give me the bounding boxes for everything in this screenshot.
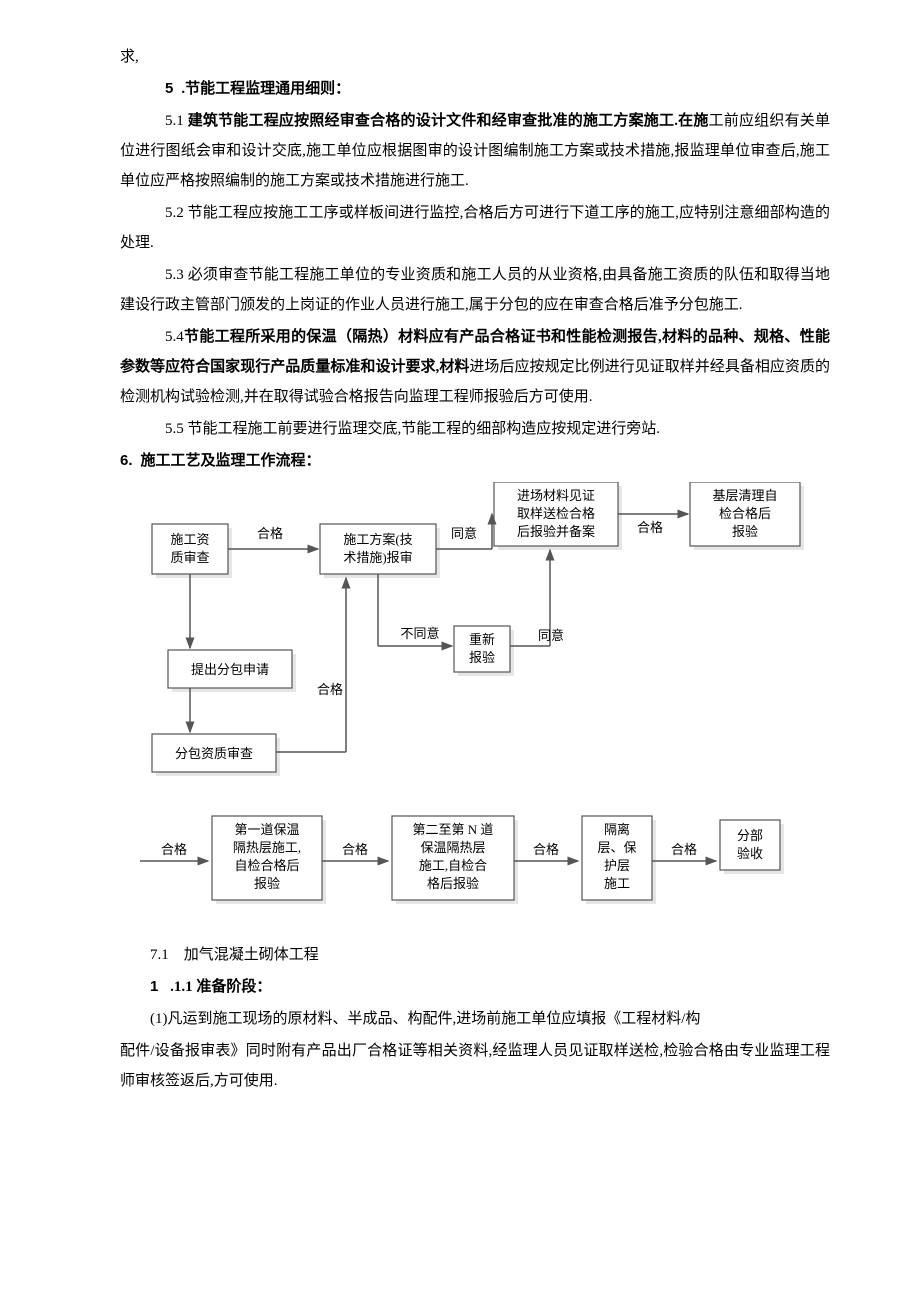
flow2-n1-l1: 第一道保温 xyxy=(234,822,299,837)
flow2-e34: 合格 xyxy=(671,842,697,857)
para-7-1-1-1b: 配件/设备报审表》同时附有产品出厂合格证等相关资料,经监理人员见证取样送检,检验… xyxy=(120,1036,830,1096)
flow1-n1-l2: 质审查 xyxy=(170,550,209,565)
flow1-n3-l1: 进场材料见证 xyxy=(517,488,595,503)
title-711: .1.1 准备阶段： xyxy=(166,979,271,995)
flow1-n4-l1: 基层清理自 xyxy=(712,488,777,503)
flow2-e01: 合格 xyxy=(161,842,187,857)
flow1-n3-l3: 后报验并备案 xyxy=(517,524,595,539)
num-6: 6. xyxy=(120,452,133,469)
flow1-e34: 合格 xyxy=(637,520,663,535)
flow1-n2-l1: 施工方案(技 xyxy=(343,532,412,547)
flow2-e12: 合格 xyxy=(342,842,368,857)
flow2-e23: 合格 xyxy=(533,842,559,857)
flow1-e72: 合格 xyxy=(317,682,343,697)
flowchart-1: 进场材料见证 取样送检合格 后报验并备案 基层清理自 检合格后 报验 施工资 质… xyxy=(120,482,830,792)
flow1-e12: 合格 xyxy=(257,526,283,541)
title-6: 施工工艺及监理工作流程： xyxy=(141,453,321,469)
para-5-2: 5.2 节能工程应按施工工序或样板间进行监控,合格后方可进行下道工序的施工,应特… xyxy=(120,198,830,258)
title-5: .节能工程监理通用细则： xyxy=(181,81,350,97)
num-711: 1 xyxy=(150,978,158,995)
flow1-n2-l2: 术措施)报审 xyxy=(343,550,412,565)
flow2-n3-l3: 护层 xyxy=(604,858,630,873)
flow2-n4-l2: 验收 xyxy=(737,846,763,861)
flow2-n3-l2: 层、保 xyxy=(597,840,636,855)
flow1-n6-l1: 重新 xyxy=(469,632,495,647)
flow2-n3-l1: 隔离 xyxy=(604,822,630,837)
flow2-n1-l3: 自检合格后 xyxy=(234,858,299,873)
flow1-n3-l2: 取样送检合格 xyxy=(517,506,595,521)
flow1-n5: 提出分包申请 xyxy=(191,662,269,677)
para-qiu: 求, xyxy=(120,42,830,72)
flow1-e23: 同意 xyxy=(451,526,477,541)
flowchart-2: 合格 第一道保温 隔热层施工, 自检合格后 报验 合格 第二至第 N 道 保温隔… xyxy=(120,806,830,926)
flow1-n6-l2: 报验 xyxy=(469,650,495,665)
heading-7-1-1: 1 .1.1 准备阶段： xyxy=(120,972,830,1002)
para-5-3: 5.3 必须审查节能工程施工单位的专业资质和施工人员的从业资格,由具备施工资质的… xyxy=(120,260,830,320)
heading-5: 5 .节能工程监理通用细则： xyxy=(120,74,830,104)
flow2-n1-l4: 报验 xyxy=(254,876,280,891)
p51-bold: 建筑节能工程应按照经审查合格的设计文件和经审查批准的施工方案施工.在施 xyxy=(188,113,709,129)
para-5-5: 5.5 节能工程施工前要进行监理交底,节能工程的细部构造应按规定进行旁站. xyxy=(120,414,830,444)
flow1-n4-l2: 检合格后 xyxy=(719,506,771,521)
para-5-1: 5.1 建筑节能工程应按照经审查合格的设计文件和经审查批准的施工方案施工.在施工… xyxy=(120,106,830,196)
flow2-n2-l3: 施工,自检合 xyxy=(419,858,487,873)
para-5-4: 5.4节能工程所采用的保温（隔热）材料应有产品合格证书和性能检测报告,材料的品种… xyxy=(120,322,830,412)
p54-num: 5.4 xyxy=(165,329,184,345)
heading-6: 6. 施工工艺及监理工作流程： xyxy=(120,446,830,476)
para-7-1-1-1a: (1)凡运到施工现场的原材料、半成品、构配件,进场前施工单位应填报《工程材料/构 xyxy=(120,1004,830,1034)
flow1-n7: 分包资质审查 xyxy=(175,746,253,761)
p51-num: 5.1 xyxy=(165,113,188,129)
flow2-n2-l4: 格后报验 xyxy=(427,876,479,891)
flow2-n3-l4: 施工 xyxy=(604,876,630,891)
flow2-n4-l1: 分部 xyxy=(737,828,763,843)
flow1-n4-l3: 报验 xyxy=(732,524,758,539)
para-7-1: 7.1 加气混凝土砌体工程 xyxy=(120,940,830,970)
flow2-n2-l1: 第二至第 N 道 xyxy=(413,822,494,837)
num-5: 5 xyxy=(165,80,173,97)
flow1-e63: 同意 xyxy=(538,628,564,643)
flow2-n1-l2: 隔热层施工, xyxy=(233,840,301,855)
flow1-e26d: 不同意 xyxy=(400,626,439,641)
flow2-n2-l2: 保温隔热层 xyxy=(420,840,485,855)
flow1-n1-l1: 施工资 xyxy=(170,532,209,547)
